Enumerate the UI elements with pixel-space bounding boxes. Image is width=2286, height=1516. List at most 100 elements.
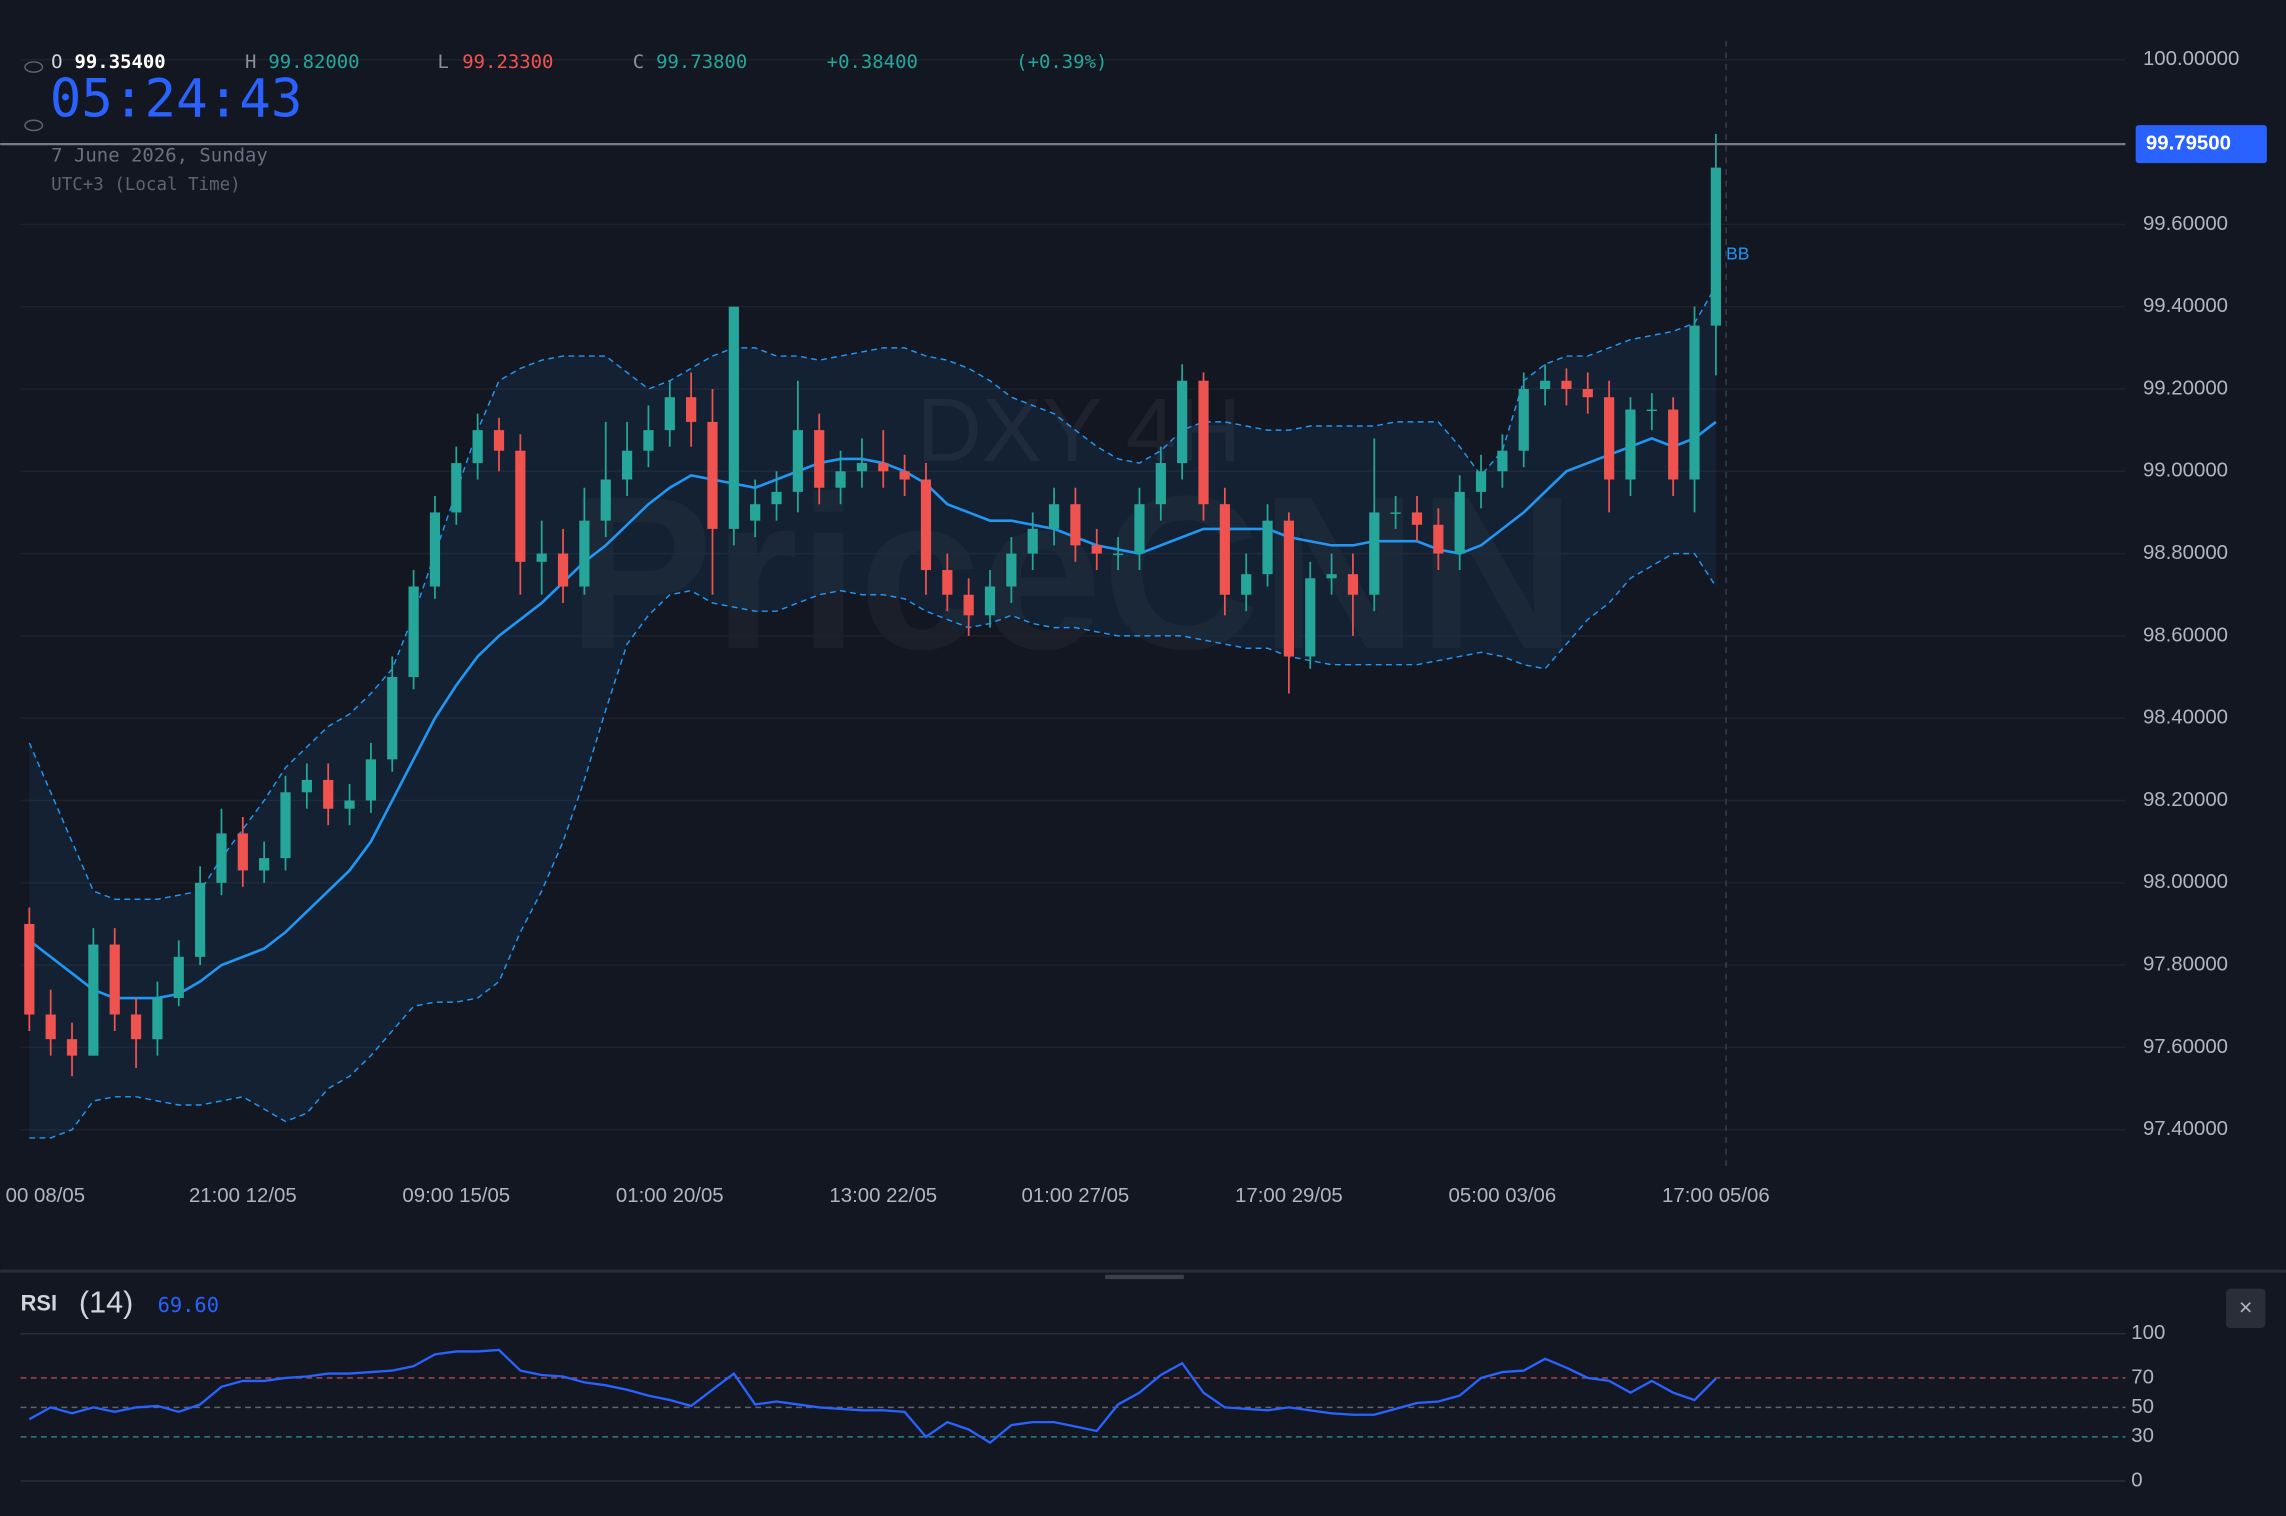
candle-body — [88, 944, 99, 1056]
candle-body — [1497, 450, 1508, 472]
candle-body — [728, 306, 739, 529]
clock: 05:24:43 — [50, 69, 303, 130]
x-tick-label: 01:00 20/05 — [616, 1185, 724, 1207]
candle-body — [856, 463, 868, 472]
candle-body — [1625, 409, 1636, 480]
candle-body — [1475, 471, 1487, 492]
y-tick-label: 98.20000 — [2143, 789, 2228, 811]
candle-body — [1219, 504, 1230, 595]
close-button[interactable] — [2226, 1288, 2266, 1328]
candle-body — [24, 923, 35, 1015]
rsi-pane-frame: RSI (14) 69.60 × — [0, 1269, 2286, 1328]
candle-body — [1390, 512, 1401, 514]
y-tick-label: 98.80000 — [2143, 542, 2228, 564]
x-tick-label: 17:00 29/05 — [1235, 1185, 1343, 1207]
candle-body — [45, 1014, 56, 1040]
price-pane: 97.40000 97.60000 97.80000 98.00000 98.20000… — [0, 40, 2267, 1207]
candle-body — [195, 882, 206, 957]
candle-body — [899, 471, 910, 480]
y-tick-label: 99.40000 — [2143, 295, 2228, 317]
y-tick-label: 99.00000 — [2143, 460, 2228, 482]
open-value: 99.35400 — [75, 51, 166, 73]
candle-body — [1454, 491, 1465, 554]
eye-icon[interactable] — [24, 119, 44, 132]
date: 7 June 2026, Sunday — [51, 144, 268, 166]
candle-body — [173, 956, 184, 999]
candle-body — [1283, 520, 1295, 657]
candle-body — [771, 491, 782, 505]
candle-body — [1262, 520, 1273, 575]
change-percent: (+0.39%) — [1016, 51, 1107, 73]
x-tick-label: 00 08/05 — [6, 1185, 85, 1207]
candle-body — [920, 479, 932, 571]
candle-body — [237, 833, 248, 871]
rsi-line — [28, 1348, 1717, 1445]
x-tick-label: 05:00 03/06 — [1449, 1185, 1557, 1207]
candle-body — [408, 586, 419, 678]
close-button-icon[interactable]: × — [2239, 1294, 2253, 1320]
candle-body — [835, 471, 846, 488]
candle-body — [1048, 504, 1060, 529]
header-overlay: O 99.35400 H 99.82000 L 99.23300 C 99.73… — [24, 51, 1107, 195]
candle-body — [1689, 325, 1700, 480]
y-tick-label: 97.80000 — [2143, 953, 2228, 975]
candle-body — [1155, 463, 1166, 505]
y-tick-label: 100.00000 — [2143, 48, 2239, 70]
rsi-tick-label: 100 — [2131, 1322, 2165, 1344]
candle-body — [1027, 528, 1038, 554]
y-tick-label: 98.00000 — [2143, 871, 2228, 893]
candle-body — [1113, 553, 1124, 556]
rsi-value: 69.60 — [158, 1293, 219, 1317]
candle-body — [1326, 574, 1337, 579]
candle-body — [130, 1014, 142, 1040]
x-tick-label: 13:00 22/05 — [829, 1185, 937, 1207]
rsi-tick-label: 70 — [2131, 1366, 2154, 1388]
candle-body — [387, 677, 398, 760]
open-label: O — [51, 51, 62, 73]
high-value: 99.82000 — [268, 51, 359, 73]
last-price-box — [2135, 125, 2267, 164]
close-value: 99.73800 — [656, 51, 747, 73]
candle-body — [600, 479, 611, 521]
rsi-tick-label: 0 — [2131, 1469, 2142, 1491]
candle-body — [152, 998, 163, 1040]
low-value: 99.23300 — [462, 51, 553, 73]
candle-body — [1241, 574, 1252, 595]
candle-body — [942, 570, 953, 595]
candle-body — [792, 430, 803, 492]
y-tick-label: 98.60000 — [2143, 624, 2228, 646]
candle-body — [1347, 574, 1359, 595]
candle-body — [344, 800, 355, 809]
band-upper — [28, 285, 1717, 900]
y-tick-label: 97.40000 — [2143, 1118, 2228, 1140]
candle-body — [1582, 388, 1593, 398]
candle-body — [750, 504, 761, 521]
change-value: +0.38400 — [827, 51, 918, 73]
candle-body — [1177, 380, 1188, 464]
candle-body — [707, 421, 718, 529]
candle-body — [1411, 512, 1423, 525]
band-lower — [29, 552, 1717, 1139]
candle-body — [1646, 409, 1657, 412]
candle-body — [557, 553, 569, 587]
candle-body — [493, 430, 505, 451]
candle-body — [1668, 409, 1679, 480]
x-tick-label: 09:00 15/05 — [402, 1185, 510, 1207]
band-fill — [29, 286, 1716, 1138]
eye-icon[interactable] — [24, 61, 44, 73]
candle-body — [814, 430, 825, 488]
y-tick-label: 98.40000 — [2143, 707, 2228, 729]
candle-body — [643, 430, 654, 451]
x-tick-label: 21:00 12/05 — [189, 1185, 297, 1207]
last-price-label: 99.79500 — [2146, 133, 2231, 155]
candle-body — [1305, 578, 1316, 657]
candle-body — [472, 430, 483, 464]
y-tick-label: 99.20000 — [2143, 377, 2228, 399]
candle-body — [1070, 504, 1081, 546]
low-label: L — [437, 51, 448, 73]
candle-body — [515, 450, 526, 562]
rsi-title: RSI — [21, 1290, 57, 1315]
candle-body — [536, 553, 547, 562]
